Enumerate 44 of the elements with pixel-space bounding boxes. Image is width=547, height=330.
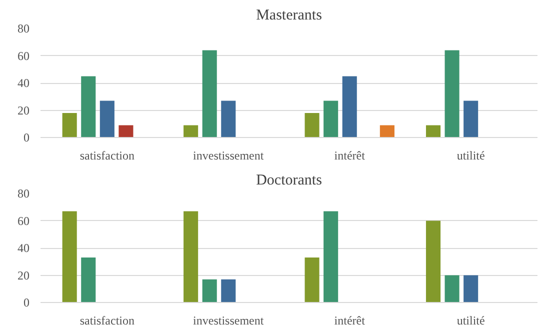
x-tick-label: investissement: [193, 148, 264, 162]
bar: [380, 125, 394, 138]
bar: [81, 258, 96, 302]
bar: [426, 220, 441, 302]
y-tick-label: 80: [18, 186, 30, 200]
bar: [62, 211, 77, 302]
x-tick-label: utilité: [456, 314, 485, 328]
x-tick-label: intérêt: [334, 314, 366, 328]
chart-title: Masterants: [256, 8, 322, 24]
y-tick-label: 0: [24, 296, 30, 310]
bar: [184, 125, 198, 138]
bar: [202, 279, 217, 302]
bar: [324, 211, 338, 302]
y-tick-label: 0: [24, 130, 30, 144]
y-tick-label: 40: [18, 76, 30, 90]
bar: [304, 112, 320, 138]
y-tick-label: 20: [18, 268, 30, 282]
bar: [184, 211, 198, 302]
bar: [100, 100, 114, 138]
x-tick-label: intérêt: [334, 148, 366, 162]
bar: [464, 100, 478, 138]
y-tick-label: 80: [18, 22, 30, 36]
bar: [426, 125, 441, 138]
x-tick-label: investissement: [193, 314, 264, 328]
x-tick-label: satisfaction: [80, 148, 134, 162]
y-tick-label: 60: [18, 48, 30, 63]
bar: [444, 50, 460, 138]
y-tick-label: 40: [18, 241, 30, 255]
bar: [464, 275, 478, 302]
y-tick-label: 20: [18, 103, 30, 118]
bar: [304, 258, 320, 302]
bar: [342, 76, 357, 138]
bar: [324, 100, 338, 138]
bar: [202, 50, 217, 138]
x-tick-label: satisfaction: [80, 314, 134, 328]
x-tick-label: utilité: [456, 148, 485, 162]
bar: [221, 100, 236, 138]
bar: [444, 275, 460, 302]
bar: [221, 279, 236, 302]
bar: [118, 125, 134, 138]
bar: [62, 112, 77, 138]
bar: [81, 76, 96, 138]
y-tick-label: 60: [18, 214, 30, 228]
chart-title: Doctorants: [256, 172, 322, 188]
